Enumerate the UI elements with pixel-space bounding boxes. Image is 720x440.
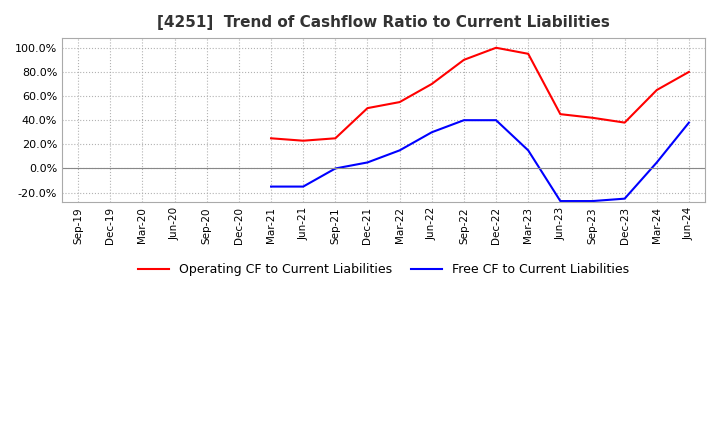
- Free CF to Current Liabilities: [556, 198, 564, 204]
- Operating CF to Current Liabilities: [299, 138, 307, 143]
- Free CF to Current Liabilities: [266, 184, 275, 189]
- Line: Free CF to Current Liabilities: Free CF to Current Liabilities: [271, 120, 689, 201]
- Free CF to Current Liabilities: [524, 148, 533, 153]
- Operating CF to Current Liabilities: [524, 51, 533, 56]
- Free CF to Current Liabilities: [428, 130, 436, 135]
- Operating CF to Current Liabilities: [685, 69, 693, 74]
- Operating CF to Current Liabilities: [556, 111, 564, 117]
- Operating CF to Current Liabilities: [395, 99, 404, 105]
- Operating CF to Current Liabilities: [652, 88, 661, 93]
- Operating CF to Current Liabilities: [459, 57, 468, 62]
- Free CF to Current Liabilities: [652, 160, 661, 165]
- Title: [4251]  Trend of Cashflow Ratio to Current Liabilities: [4251] Trend of Cashflow Ratio to Curren…: [157, 15, 610, 30]
- Legend: Operating CF to Current Liabilities, Free CF to Current Liabilities: Operating CF to Current Liabilities, Fre…: [132, 258, 634, 282]
- Free CF to Current Liabilities: [492, 117, 500, 123]
- Operating CF to Current Liabilities: [428, 81, 436, 87]
- Operating CF to Current Liabilities: [588, 115, 597, 121]
- Free CF to Current Liabilities: [621, 196, 629, 201]
- Operating CF to Current Liabilities: [363, 106, 372, 111]
- Operating CF to Current Liabilities: [621, 120, 629, 125]
- Free CF to Current Liabilities: [331, 166, 340, 171]
- Operating CF to Current Liabilities: [266, 136, 275, 141]
- Free CF to Current Liabilities: [588, 198, 597, 204]
- Free CF to Current Liabilities: [685, 120, 693, 125]
- Operating CF to Current Liabilities: [331, 136, 340, 141]
- Free CF to Current Liabilities: [395, 148, 404, 153]
- Operating CF to Current Liabilities: [492, 45, 500, 51]
- Free CF to Current Liabilities: [459, 117, 468, 123]
- Free CF to Current Liabilities: [299, 184, 307, 189]
- Line: Operating CF to Current Liabilities: Operating CF to Current Liabilities: [271, 48, 689, 141]
- Free CF to Current Liabilities: [363, 160, 372, 165]
